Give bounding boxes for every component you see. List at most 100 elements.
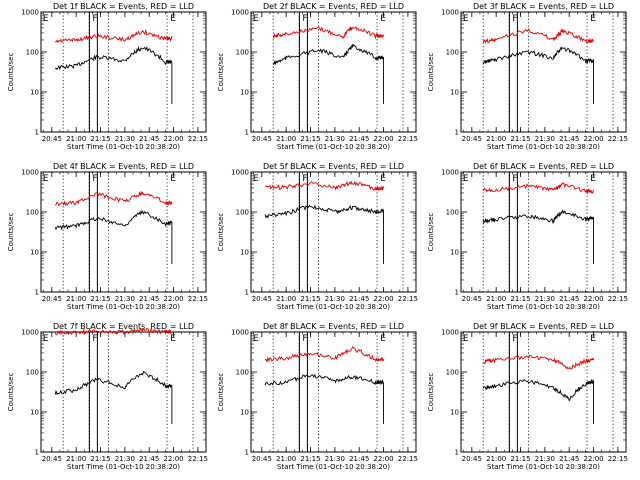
- marker-E: E: [590, 334, 596, 344]
- marker-F: F: [92, 334, 97, 344]
- x-tick-label: 22:15: [398, 455, 418, 463]
- x-tick-label: 22:00: [583, 135, 603, 143]
- y-tick-label: 1: [35, 129, 39, 137]
- x-tick-label: 21:45: [349, 135, 369, 143]
- panel-title: Det 6f BLACK = Events, RED = LLD: [473, 162, 614, 171]
- events-series-line: [264, 204, 384, 264]
- x-tick-label: 21:15: [300, 135, 320, 143]
- y-tick-label: 1: [455, 129, 459, 137]
- x-tick-label: 20:45: [252, 455, 272, 463]
- x-tick-label: 21:30: [325, 455, 345, 463]
- x-tick-label: 21:15: [300, 455, 320, 463]
- axes-frame: [40, 11, 207, 133]
- x-axis-label: Start Time (01-Oct-10 20:38:20): [277, 463, 390, 471]
- panel-6: Det 6f BLACK = Events, RED = LLD 1 10 100 10…: [427, 162, 628, 311]
- y-tick-label: 100: [26, 209, 39, 217]
- x-tick-label: 21:30: [535, 295, 555, 303]
- x-tick-label: 22:00: [583, 455, 603, 463]
- marker-E: E: [590, 174, 596, 184]
- x-tick-label: 22:15: [188, 295, 208, 303]
- x-tick-label: 20:45: [462, 135, 482, 143]
- x-tick-label: 21:45: [139, 135, 159, 143]
- y-tick-label: 10: [30, 409, 39, 417]
- lld-series-line: [54, 190, 173, 207]
- y-tick-label: 10: [240, 89, 249, 97]
- marker-E: E: [380, 14, 386, 24]
- marker-E: E: [463, 334, 469, 344]
- panel-1: Det 1f BLACK = Events, RED = LLD 1 10 100 10…: [7, 2, 208, 151]
- x-tick-label: 22:00: [373, 295, 393, 303]
- y-axis-label: Counts/sec: [427, 53, 435, 92]
- x-tick-label: 22:15: [188, 455, 208, 463]
- y-tick-label: 100: [26, 369, 39, 377]
- x-tick-label: 21:15: [90, 455, 110, 463]
- axes-frame: [460, 11, 627, 133]
- y-tick-label: 100: [236, 369, 249, 377]
- lld-series-line: [482, 182, 594, 195]
- y-tick-label: 1000: [231, 9, 249, 17]
- x-tick-label: 22:15: [608, 455, 628, 463]
- marker-E: E: [463, 14, 469, 24]
- x-axis-label: Start Time (01-Oct-10 20:38:20): [487, 143, 600, 151]
- lld-series-line: [54, 28, 173, 43]
- x-tick-label: 21:00: [486, 135, 506, 143]
- y-tick-label: 10: [450, 409, 459, 417]
- x-axis-label: Start Time (01-Oct-10 20:38:20): [277, 303, 390, 311]
- x-tick-label: 21:45: [349, 455, 369, 463]
- x-tick-label: 21:30: [115, 135, 135, 143]
- lld-series-line: [482, 354, 594, 370]
- axes-frame: [250, 11, 417, 133]
- x-tick-label: 20:45: [42, 135, 62, 143]
- y-tick-label: 100: [446, 49, 459, 57]
- x-tick-label: 22:00: [373, 135, 393, 143]
- x-tick-label: 21:30: [325, 135, 345, 143]
- marker-F: F: [512, 334, 517, 344]
- y-tick-label: 10: [450, 89, 459, 97]
- x-tick-label: 21:00: [66, 135, 86, 143]
- y-tick-label: 1: [245, 449, 249, 457]
- events-series-line: [54, 45, 173, 104]
- x-tick-label: 22:00: [373, 455, 393, 463]
- axes-frame: [460, 171, 627, 293]
- x-tick-label: 21:15: [300, 295, 320, 303]
- panel-9: Det 9f BLACK = Events, RED = LLD 1 10 100 10…: [427, 322, 628, 471]
- x-tick-label: 22:00: [163, 135, 183, 143]
- y-tick-label: 10: [450, 249, 459, 257]
- y-tick-label: 100: [236, 209, 249, 217]
- y-tick-label: 10: [30, 89, 39, 97]
- y-axis-label: Counts/sec: [7, 213, 15, 252]
- x-axis-label: Start Time (01-Oct-10 20:38:20): [487, 463, 600, 471]
- x-tick-label: 21:15: [90, 295, 110, 303]
- axes-frame: [460, 331, 627, 453]
- y-tick-label: 1: [35, 449, 39, 457]
- marker-F: F: [512, 14, 517, 24]
- events-series-line: [482, 46, 594, 104]
- x-tick-label: 22:15: [608, 295, 628, 303]
- y-tick-label: 1000: [441, 169, 459, 177]
- marker-E: E: [253, 334, 259, 344]
- x-tick-label: 21:00: [486, 455, 506, 463]
- y-tick-label: 100: [26, 49, 39, 57]
- x-tick-label: 21:45: [559, 295, 579, 303]
- y-axis-label: Counts/sec: [217, 53, 225, 92]
- x-tick-label: 22:00: [583, 295, 603, 303]
- y-axis-label: Counts/sec: [7, 373, 15, 412]
- x-tick-label: 21:15: [510, 135, 530, 143]
- marker-E: E: [380, 334, 386, 344]
- lld-series-line: [54, 327, 173, 336]
- lld-series-line: [482, 28, 594, 44]
- marker-E: E: [43, 14, 49, 24]
- x-tick-label: 21:00: [276, 135, 296, 143]
- x-tick-label: 22:00: [163, 295, 183, 303]
- y-tick-label: 1000: [21, 329, 39, 337]
- marker-E: E: [170, 334, 176, 344]
- events-series-line: [273, 43, 384, 104]
- marker-F: F: [512, 174, 517, 184]
- axes-frame: [250, 331, 417, 453]
- x-tick-label: 20:45: [42, 455, 62, 463]
- lld-series-line: [272, 26, 384, 40]
- y-axis-label: Counts/sec: [7, 53, 15, 92]
- x-tick-label: 20:45: [42, 295, 62, 303]
- panel-title: Det 4f BLACK = Events, RED = LLD: [53, 162, 194, 171]
